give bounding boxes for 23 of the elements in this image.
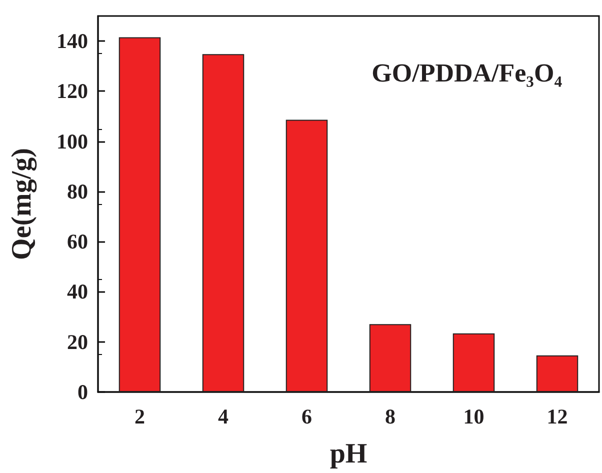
y-tick-label: 60 <box>67 230 88 254</box>
x-tick-label: 8 <box>385 404 396 428</box>
y-axis-title: Qe(mg/g) <box>6 148 38 260</box>
x-tick-label: 4 <box>218 404 229 428</box>
y-tick-label: 100 <box>56 129 88 154</box>
annotation: GO/PDDA/Fe₃O₄ <box>372 58 562 88</box>
bar <box>202 54 244 392</box>
y-tick-label: 80 <box>67 179 88 204</box>
bar <box>369 324 412 392</box>
x-tick-label: 12 <box>546 404 568 428</box>
y-tick-label: 120 <box>56 79 88 104</box>
y-tick-label: 20 <box>67 330 88 354</box>
x-tick-label: 10 <box>463 404 484 428</box>
bar <box>536 355 578 392</box>
y-tick-label: 0 <box>78 380 88 404</box>
x-axis-title: pH <box>330 438 368 470</box>
y-tick-label: 140 <box>56 29 88 54</box>
bar <box>452 333 495 392</box>
bar <box>118 37 161 392</box>
x-tick-label: 2 <box>134 404 145 428</box>
x-tick-label: 6 <box>302 404 312 428</box>
bar <box>286 120 328 392</box>
y-tick-label: 40 <box>67 280 88 304</box>
